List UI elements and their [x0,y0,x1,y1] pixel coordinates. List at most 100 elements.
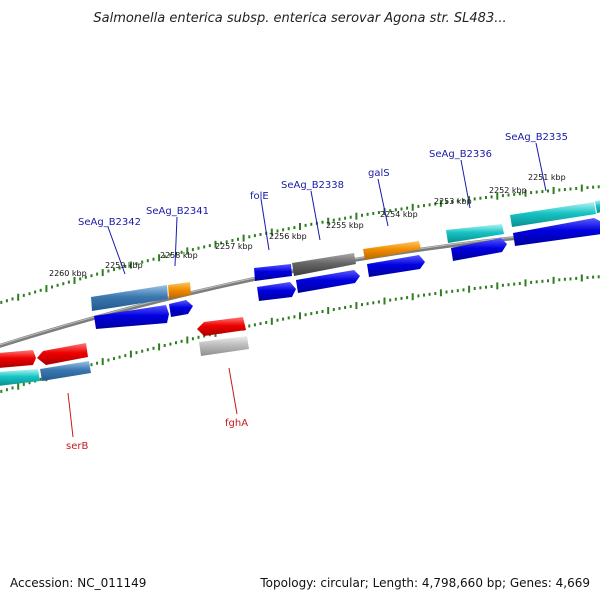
minor-tick [191,248,194,252]
minor-tick [586,186,589,190]
label-seag-b2338[interactable]: SeAg_B2338 [281,180,344,191]
label-folE[interactable]: folE [250,191,269,202]
major-tick [468,285,471,293]
genes-bottom-strand [0,317,249,386]
minor-tick [428,203,431,207]
minor-tick [406,296,409,300]
gene-seag-b2335[interactable] [510,202,596,227]
minor-tick [361,303,363,307]
minor-tick [90,363,93,367]
minor-tick [400,207,403,211]
minor-tick [28,381,31,385]
minor-tick [417,204,420,208]
minor-tick [507,193,510,197]
minor-tick [259,233,262,236]
minor-tick [259,322,262,326]
minor-tick [569,187,572,191]
minor-tick [332,218,335,222]
minor-tick [445,290,448,294]
gene-bottom-gray[interactable] [199,336,249,356]
gene-galS[interactable] [363,241,421,260]
minor-tick [445,201,448,204]
minor-tick [191,337,194,341]
minor-tick [535,190,538,194]
major-tick [270,228,273,236]
major-tick [299,223,301,230]
minor-tick [34,290,37,294]
gene-arrow-3[interactable] [257,282,296,301]
gene-arrow-1[interactable] [94,305,169,329]
minor-tick [485,196,487,199]
minor-tick [253,323,256,327]
minor-tick [203,334,206,338]
minor-tick [417,294,420,298]
major-tick [552,187,555,194]
minor-tick [231,239,234,242]
major-tick [45,285,48,293]
gene-labels-top: SeAg_B2335 SeAg_B2336 galS SeAg_B2338 fo… [78,132,568,228]
minor-tick [321,220,324,224]
minor-tick [310,312,313,316]
minor-tick [90,274,93,278]
minor-tick [39,288,42,292]
major-tick [101,358,104,366]
gene-arrow-6[interactable] [451,238,507,261]
minor-tick [248,324,251,328]
gene-arrow-5[interactable] [367,255,425,277]
label-seag-b2335[interactable]: SeAg_B2335 [505,132,568,143]
minor-tick [530,191,533,195]
minor-tick [518,282,521,285]
genes-top-strand [91,200,600,311]
gene-arrow-2[interactable] [169,300,193,317]
gene-arrow-7[interactable] [513,218,600,246]
minor-tick [11,297,14,301]
minor-tick [575,276,578,280]
gene-folE[interactable] [254,264,292,281]
gene-seag-b2336[interactable] [446,224,504,243]
minor-tick [558,188,561,192]
major-tick [439,289,442,297]
minor-tick [56,283,59,287]
label-galS[interactable]: galS [368,168,390,179]
label-seag-b2336[interactable]: SeAg_B2336 [429,149,492,160]
minor-tick [490,195,493,199]
major-tick [186,247,189,255]
minor-tick [0,389,3,393]
minor-tick [558,278,561,282]
minor-tick [5,388,8,392]
minor-tick [547,279,549,283]
gene-bottom-cyan[interactable] [0,369,40,386]
major-tick [101,269,104,277]
minor-tick [321,310,324,313]
major-tick [129,261,132,269]
label-seag-b2342[interactable]: SeAg_B2342 [78,217,141,228]
gene-seag-b2341[interactable] [168,282,191,299]
leader-lines-top [107,142,547,275]
gene-seag-b2342[interactable] [91,285,168,311]
gene-top-edge-fragment[interactable] [595,200,600,213]
minor-tick [575,187,578,190]
label-serB[interactable]: serB [66,441,88,452]
major-tick [355,212,358,220]
minor-tick [146,259,149,263]
minor-tick [293,226,296,230]
minor-tick [586,276,589,280]
minor-tick [225,240,228,244]
gene-seag-b2338[interactable] [292,253,356,276]
minor-tick [592,275,595,279]
minor-tick [253,234,256,238]
gene-bottom-steel[interactable] [40,361,91,381]
minor-tick [287,316,290,320]
label-seag-b2341[interactable]: SeAg_B2341 [146,206,209,217]
label-fghA[interactable]: fghA [225,418,248,429]
minor-tick [107,269,110,273]
gene-fghA[interactable] [197,317,246,336]
tick-label-2256: 2256 kbp [269,232,307,241]
minor-tick [569,277,572,281]
gene-arrow-4[interactable] [296,270,360,293]
minor-tick [163,254,166,258]
minor-tick [282,228,285,232]
gene-bottom-left-fragment[interactable] [0,350,36,368]
minor-tick [541,279,544,283]
gene-serB[interactable] [37,343,88,365]
